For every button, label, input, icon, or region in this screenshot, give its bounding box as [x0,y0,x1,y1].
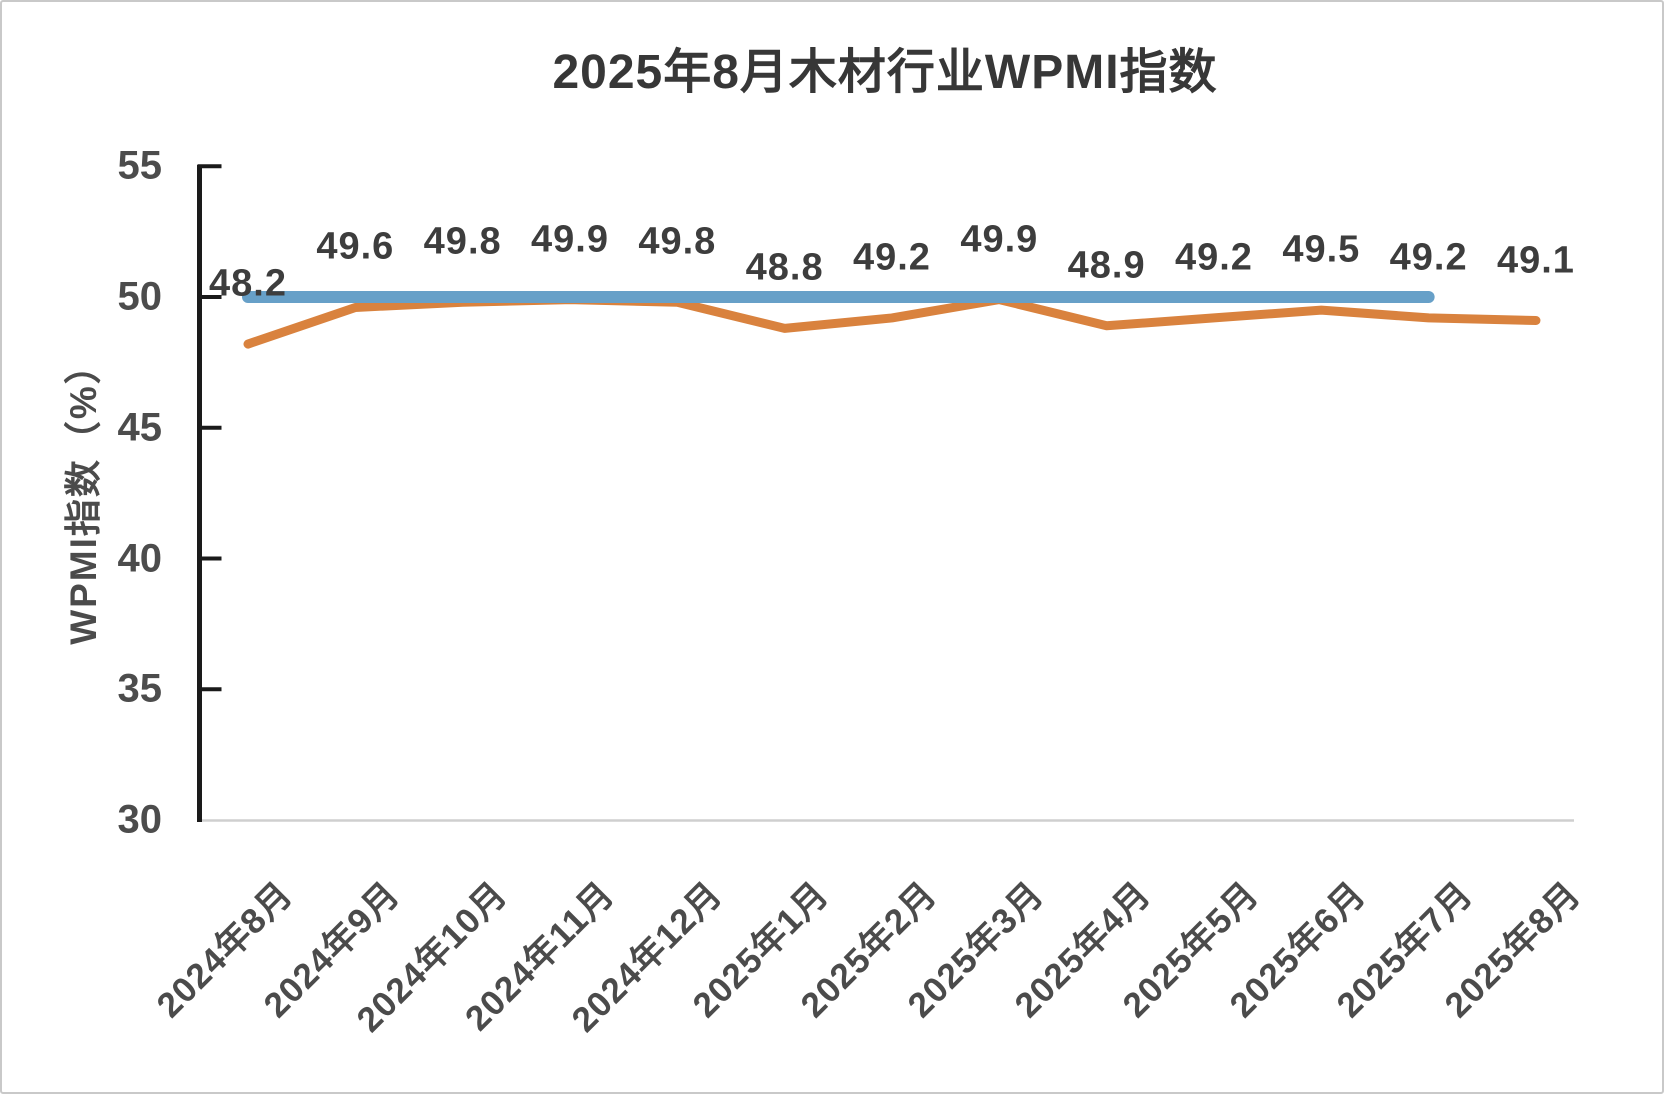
data-label: 48.9 [1067,244,1146,287]
data-label: 49.2 [1174,236,1253,279]
data-label: 49.5 [1282,228,1361,271]
chart-title: 2025年8月木材行业WPMI指数 [552,46,1218,99]
data-label: 49.8 [638,220,717,263]
y-tick-label: 45 [117,405,163,450]
data-label: 49.9 [960,218,1039,261]
data-label: 49.8 [423,220,502,263]
y-tick-label: 55 [117,143,163,188]
y-tick-label: 35 [117,666,163,711]
y-tick-label: 40 [117,536,163,580]
data-label: 49.6 [316,225,395,268]
data-label: 49.2 [852,236,931,279]
data-label: 49.9 [531,218,609,261]
data-label: 49.1 [1496,239,1575,282]
data-label: 49.2 [1389,236,1468,279]
data-label: 48.2 [209,262,287,305]
y-tick-label: 50 [117,274,163,319]
y-tick-label: 30 [117,797,163,842]
wpmi-series-line [243,295,1541,349]
data-label: 48.8 [745,246,824,289]
